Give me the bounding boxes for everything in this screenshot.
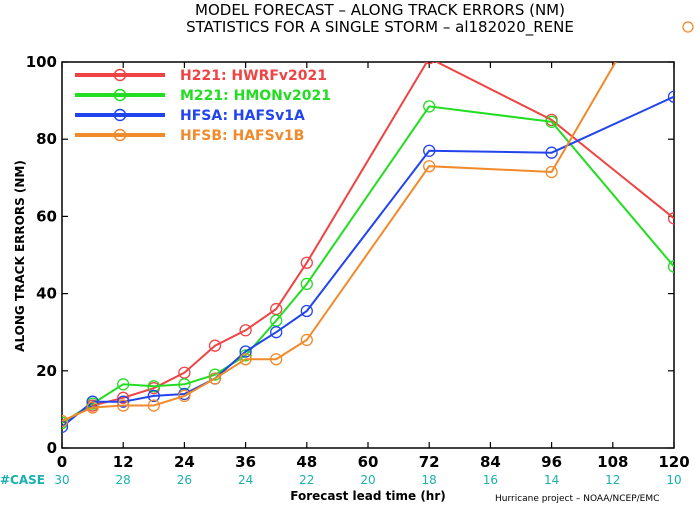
axes-group: 0 12 24 36 48 60 72 84 96 108 120 0 20 40 60 80 100	[26, 53, 690, 471]
legend: H221: HWRFv2021 M221: HMONv2021 HFSA: HAFS…	[75, 68, 331, 144]
x-tick-label: 12	[113, 453, 134, 471]
data-point	[147, 380, 160, 393]
x-tick-label: 60	[358, 453, 379, 471]
case-count: 24	[238, 473, 253, 487]
case-count: 28	[116, 473, 131, 487]
x-tick-label: 48	[296, 453, 317, 471]
case-count: 30	[54, 473, 69, 487]
data-point	[178, 389, 191, 403]
y-tick-label: 100	[26, 53, 57, 71]
case-count: 14	[544, 473, 559, 487]
data-point	[545, 115, 558, 128]
data-point	[208, 372, 222, 385]
legend-swatch-marker	[113, 128, 127, 142]
legend-swatch-marker	[113, 88, 127, 102]
case-count: 22	[299, 473, 314, 487]
x-tick-label: 108	[597, 453, 628, 471]
series-layer	[62, 62, 674, 433]
series-line	[62, 95, 674, 428]
x-axis-label: Forecast lead time (hr)	[290, 489, 446, 503]
x-tick-label: 72	[419, 453, 440, 471]
data-point	[117, 399, 130, 412]
data-point	[239, 353, 252, 366]
y-tick-label: 20	[36, 362, 57, 380]
data-point	[423, 144, 436, 157]
data-point	[239, 345, 252, 358]
data-point	[300, 304, 313, 318]
case-counts: 30 28 26 24 22 20 18 16 14 12 10	[54, 473, 681, 487]
data-point	[545, 165, 558, 179]
data-point	[208, 339, 222, 352]
data-point	[667, 212, 674, 225]
y-axis-label: ALONG TRACK ERRORS (NM)	[13, 160, 27, 352]
y-tick-label: 40	[36, 285, 57, 303]
title-marker-circle	[682, 21, 694, 33]
x-tick-label: 120	[658, 453, 689, 471]
case-count: 12	[605, 473, 620, 487]
x-tick-label: 0	[57, 453, 67, 471]
data-point	[147, 399, 160, 412]
data-point	[270, 326, 283, 339]
legend-entry-label: H221: HWRFv2021	[180, 68, 327, 84]
case-count: 18	[422, 473, 437, 487]
data-point	[270, 353, 283, 366]
data-point	[545, 146, 558, 159]
data-point	[300, 256, 313, 269]
case-count: 16	[483, 473, 498, 487]
chart-title-line2: STATISTICS FOR A SINGLE STORM – al182020…	[186, 18, 574, 37]
legend-swatch-marker	[113, 68, 127, 82]
data-point	[62, 414, 69, 428]
case-count: 10	[666, 473, 681, 487]
footer-credit: Hurricane project – NOAA/NCEP/EMC	[495, 494, 659, 504]
data-point	[423, 160, 436, 173]
x-tick-label: 24	[174, 453, 195, 471]
data-point	[117, 378, 130, 391]
data-point	[667, 260, 674, 273]
case-label: #CASE	[0, 473, 45, 487]
x-tick-label: 96	[541, 453, 562, 471]
x-tick-label: 84	[480, 453, 501, 471]
y-tick-label: 0	[47, 439, 57, 457]
data-point	[239, 324, 252, 337]
series-line	[62, 105, 674, 424]
y-tick-label: 80	[36, 130, 57, 148]
data-point	[424, 62, 434, 65]
y-tick-label: 60	[36, 207, 57, 225]
data-point	[300, 277, 313, 291]
data-point	[300, 333, 313, 347]
series-line	[62, 62, 674, 424]
data-point	[117, 395, 130, 408]
legend-entry-label: HFSA: HAFSv1A	[180, 108, 305, 124]
data-point	[667, 90, 674, 103]
data-point	[86, 401, 99, 414]
legend-swatch-marker	[113, 108, 127, 122]
chart-title-line1: MODEL FORECAST – ALONG TRACK ERRORS (NM)	[195, 1, 565, 19]
legend-entry-label: M221: HMONv2021	[180, 88, 331, 104]
data-point	[147, 389, 160, 403]
data-point	[423, 100, 436, 113]
data-point	[117, 391, 130, 404]
data-point	[62, 420, 69, 433]
legend-entry-label: HFSB: HAFSv1B	[180, 128, 304, 144]
case-count: 20	[360, 473, 375, 487]
case-count: 26	[177, 473, 192, 487]
x-tick-label: 36	[235, 453, 256, 471]
